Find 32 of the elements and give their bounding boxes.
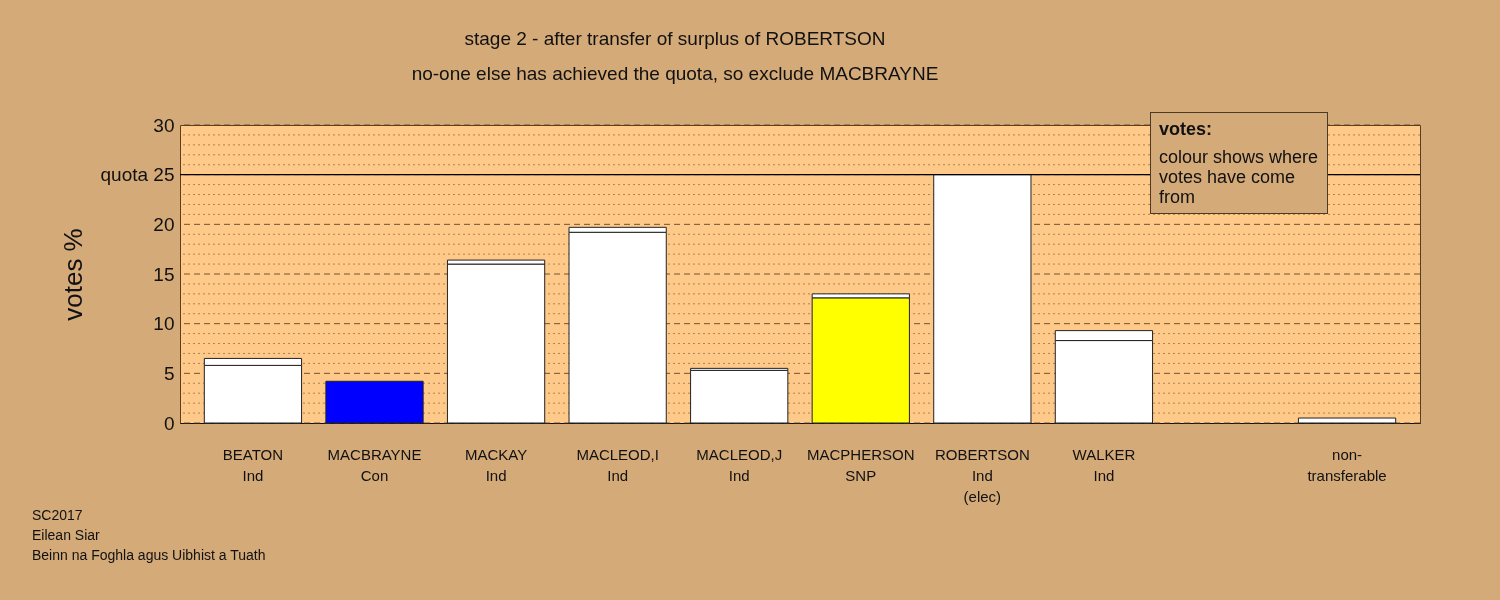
y-tick-label: 20 [153,213,175,235]
y-tick-label: quota 25 [100,164,175,186]
x-tick-label: MACPHERSON SNP [807,445,915,484]
bar [568,231,667,424]
annotation: votes: [1159,119,1213,139]
y-axis-title: votes % [57,228,88,321]
y-tick-label: 30 [153,114,175,136]
y-tick-label: 5 [163,362,175,384]
y-tick-label: 15 [153,263,175,285]
y-tick-label: 0 [163,412,175,434]
y-tick-label: 10 [153,313,175,335]
x-tick-label: MACBRAYNE Con [327,445,422,484]
x-tick-label: non- transferable [1307,445,1387,484]
annotation: colour shows where votes have come from [1159,147,1319,207]
text: SC2017 [32,506,84,525]
x-tick-label: MACLEOD,I Ind [576,445,659,484]
x-tick-label: BEATON Ind [222,445,284,484]
text: Eilean Siar [32,526,101,545]
bar [325,380,424,424]
chart-title: stage 2 - after transfer of surplus of ROBERTSON [464,28,886,49]
bar [690,369,789,424]
bar [1297,417,1397,424]
text: Beinn na Foghla agus Uibhist a Tuath [32,546,266,565]
x-tick-label: WALKER Ind [1072,445,1136,484]
x-tick-label: ROBERTSON Ind (elec) [934,445,1030,505]
x-tick-label: MACLEOD,J Ind [696,445,783,484]
bar [933,174,1032,424]
bar [811,297,910,424]
bar [446,263,546,424]
note-box: votes: colour shows where votes have come from [1150,112,1328,214]
x-tick-label: MACKAY Ind [464,445,528,484]
chart-subtitle: no-one else has achieved the quota, so exclude MACBRAYNE [411,63,939,84]
